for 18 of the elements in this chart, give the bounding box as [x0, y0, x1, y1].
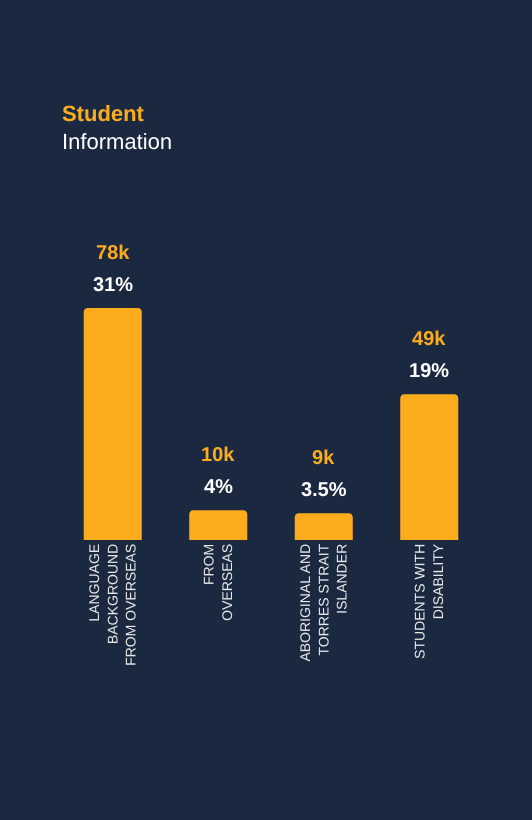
x-tick-label: STUDENTS WITH DISABILITY: [412, 543, 446, 659]
chart-title: Student: [62, 101, 145, 126]
annotation: 4%: [204, 476, 234, 498]
annotation: 31%: [93, 274, 134, 296]
x-tick-label: LANGUAGE BACKGROUND FROM OVERSEAS: [86, 544, 138, 666]
x-tick-label: ABORIGINAL AND TORRES STRAIT ISLANDER: [297, 543, 350, 662]
bar: [84, 308, 142, 540]
data-label: 9k: [312, 447, 336, 469]
annotation: 19%: [409, 360, 450, 382]
data-label: 10k: [201, 444, 236, 466]
bar: [400, 394, 458, 540]
data-label: 78k: [96, 242, 130, 264]
data-label: 49k: [412, 328, 446, 350]
annotation: 3.5%: [301, 479, 347, 501]
chart-subtitle: Information: [62, 129, 172, 154]
x-tick-label: FROM OVERSEAS: [200, 544, 235, 621]
bar: [189, 510, 248, 540]
bar: [294, 513, 353, 540]
